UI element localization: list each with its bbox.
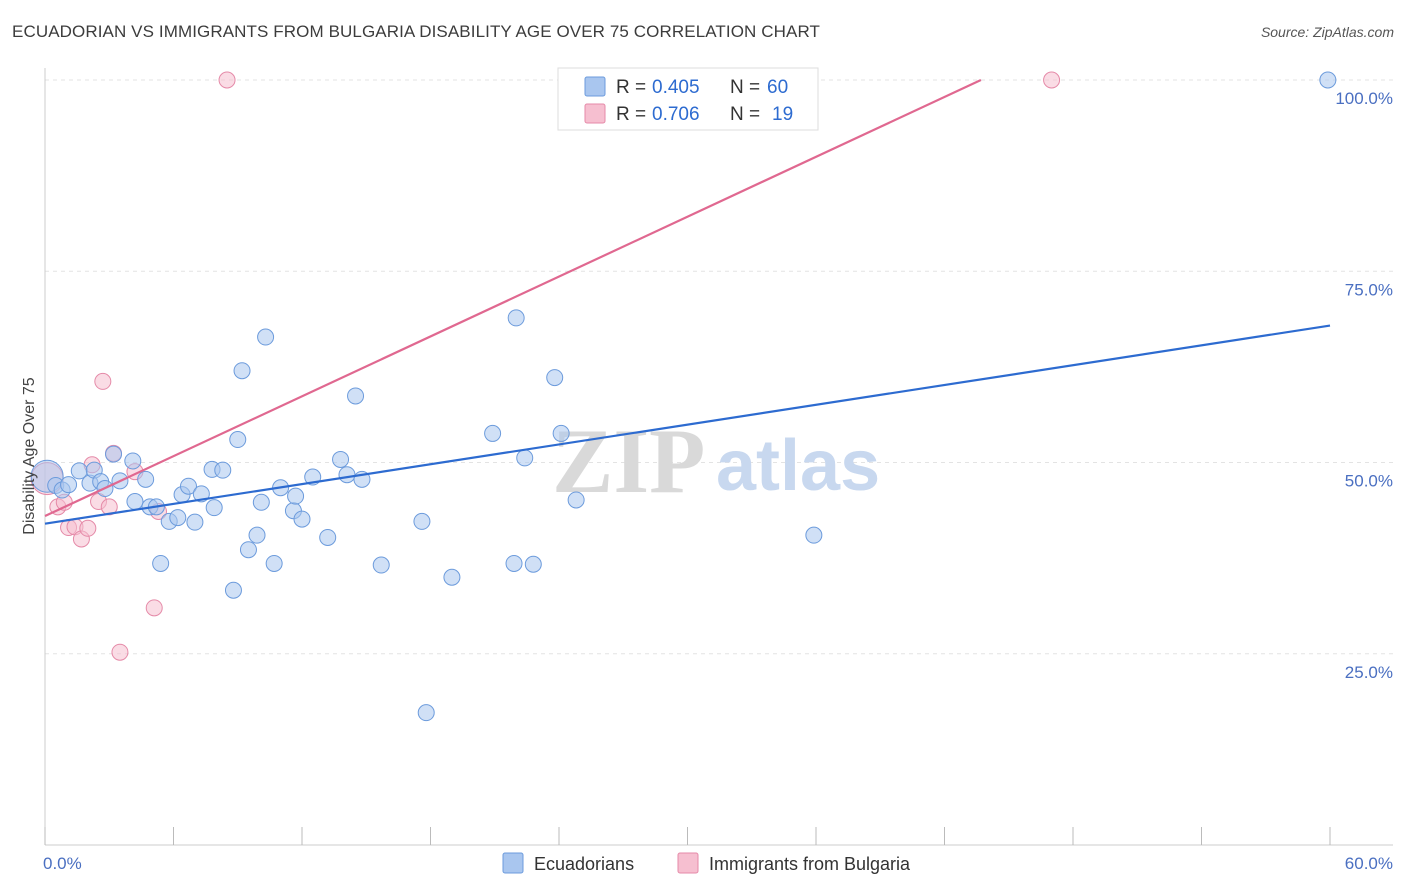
ecuadorians-point-13 [137,470,155,488]
ecuadorians-point-53 [552,424,570,442]
ecuadorians-point-12 [126,493,144,511]
legend-r-label-bulgaria: R = [616,104,646,125]
source-label: Source: ZipAtlas.com [1260,24,1394,40]
ecuadorians-point-42 [347,387,365,405]
ecuadorians-point-29 [239,541,257,559]
y-tick-label-75: 75.0% [1345,280,1393,299]
ecuadorians-point-26 [224,581,242,599]
ecuadorians-point-55 [805,526,823,544]
ecuadorians-point-36 [287,487,305,505]
ecuadorians-point-28 [233,362,251,380]
ecuadorians-point-57 [417,704,435,722]
y-tick-labels: 25.0% 50.0% 75.0% 100.0% [1335,89,1393,682]
legend-swatch-bulgaria [584,103,606,124]
bottom-legend-label-bulgaria: Immigrants from Bulgaria [709,854,911,874]
bulgaria-point-12 [111,643,129,661]
ecuadorians-point-3 [60,476,78,494]
watermark: ZIP atlas [552,410,880,512]
ecuadorians-point-40 [332,450,350,468]
ecuadorians-point-37 [293,510,311,528]
legend-n-value-ecuadorians: 60 [767,77,788,98]
bottom-legend-label-ecuadorians: Ecuadorians [534,854,634,874]
y-tick-label-50: 50.0% [1345,472,1393,491]
bulgaria-point-9 [94,372,112,390]
ecuadorians-point-45 [413,512,431,530]
ecuadorians-point-18 [169,509,187,527]
bulgaria-point-16 [218,71,236,89]
legend-n-label-bulgaria: N = [730,104,760,125]
ecuadorians-point-49 [505,554,523,572]
ecuadorians-point-50 [516,449,534,467]
bulgaria-point-6 [79,519,97,537]
ecuadorians-trend-line [44,324,1331,525]
ecuadorians-point-47 [484,424,502,442]
y-axis-title: Disability Age Over 75 [21,377,38,535]
ecuadorians-point-39 [319,528,337,546]
ecuadorians-point-9 [105,445,123,463]
x-tick-label-min: 0.0% [43,854,82,873]
ecuadorians-point-41 [338,466,356,484]
grid-lines [45,79,1393,655]
legend-r-value-ecuadorians: 0.405 [652,77,700,98]
series-ecuadorians-points [30,71,1337,722]
ecuadorians-point-30 [248,526,266,544]
legend-swatch-ecuadorians [584,76,606,97]
ecuadorians-point-21 [186,513,204,531]
ecuadorians-point-31 [252,493,270,511]
ecuadorians-point-33 [265,554,283,572]
series-bulgaria-points [30,71,1061,661]
legend-n-value-bulgaria: 19 [772,104,793,125]
y-tick-label-100: 100.0% [1335,89,1393,108]
bottom-legend-swatch-ecuadorians [502,852,524,874]
bulgaria-point-14 [145,599,163,617]
axes [44,68,1393,846]
ecuadorians-point-54 [567,491,585,509]
watermark-atlas: atlas [716,426,880,506]
ecuadorians-point-44 [372,556,390,574]
legend-n-label-ecuadorians: N = [730,77,760,98]
ecuadorians-point-51 [524,555,542,573]
ecuadorians-point-25 [214,461,232,479]
bottom-legend-swatch-bulgaria [677,852,699,874]
x-tick-labels: 0.0% 60.0% [43,854,1393,873]
legend: R = 0.405 N = 60 R = 0.706 N = 19 [557,67,819,131]
ecuadorians-point-32 [257,328,275,346]
ecuadorians-point-56 [1319,71,1337,89]
x-tick-label-max: 60.0% [1345,854,1393,873]
ecuadorians-point-16 [152,554,170,572]
ecuadorians-point-46 [443,568,461,586]
bulgaria-point-17 [1043,71,1061,89]
chart-title: ECUADORIAN VS IMMIGRANTS FROM BULGARIA D… [12,22,821,41]
ecuadorians-point-24 [205,499,223,517]
bulgaria-trend-line [44,79,982,518]
ecuadorians-point-52 [546,369,564,387]
ecuadorians-point-11 [124,452,142,470]
bottom-legend: Ecuadorians Immigrants from Bulgaria [502,852,911,874]
ecuadorians-point-20 [179,477,197,495]
legend-r-label-ecuadorians: R = [616,77,646,98]
ecuadorians-point-48 [507,309,525,327]
legend-r-value-bulgaria: 0.706 [652,104,700,125]
ecuadorians-point-27 [229,431,247,449]
trend-lines [44,79,1331,525]
y-tick-label-25: 25.0% [1345,663,1393,682]
